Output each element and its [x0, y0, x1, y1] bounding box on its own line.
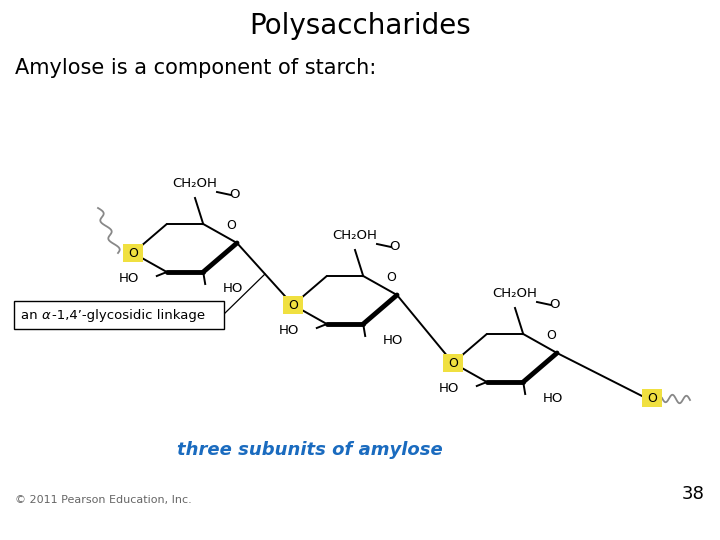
Text: © 2011 Pearson Education, Inc.: © 2011 Pearson Education, Inc.	[15, 495, 192, 505]
FancyBboxPatch shape	[642, 389, 662, 407]
Text: HO: HO	[383, 334, 404, 348]
Text: O: O	[288, 299, 298, 312]
Text: CH₂OH: CH₂OH	[333, 229, 377, 242]
FancyBboxPatch shape	[123, 244, 143, 262]
Text: HO: HO	[438, 381, 459, 395]
Text: O: O	[647, 392, 657, 405]
Text: O: O	[226, 219, 236, 232]
Text: O: O	[386, 271, 396, 284]
Text: Polysaccharides: Polysaccharides	[249, 12, 471, 40]
Text: α: α	[42, 309, 50, 322]
Text: HO: HO	[279, 323, 299, 336]
FancyBboxPatch shape	[14, 301, 224, 329]
Text: HO: HO	[223, 282, 243, 295]
Text: O: O	[448, 357, 458, 370]
Text: O: O	[230, 188, 240, 201]
Text: an: an	[21, 309, 42, 322]
Text: O: O	[390, 240, 400, 253]
Text: O: O	[550, 299, 560, 312]
FancyBboxPatch shape	[443, 354, 463, 372]
Text: -1,4’-glycosidic linkage: -1,4’-glycosidic linkage	[52, 309, 205, 322]
FancyBboxPatch shape	[283, 296, 303, 314]
Text: O: O	[128, 247, 138, 260]
Text: 38: 38	[682, 485, 705, 503]
Text: CH₂OH: CH₂OH	[492, 287, 537, 300]
Text: HO: HO	[118, 272, 139, 285]
Text: HO: HO	[543, 393, 564, 406]
Text: CH₂OH: CH₂OH	[173, 177, 217, 190]
Text: Amylose is a component of starch:: Amylose is a component of starch:	[15, 58, 377, 78]
Text: three subunits of amylose: three subunits of amylose	[177, 441, 443, 459]
Text: O: O	[546, 329, 556, 342]
